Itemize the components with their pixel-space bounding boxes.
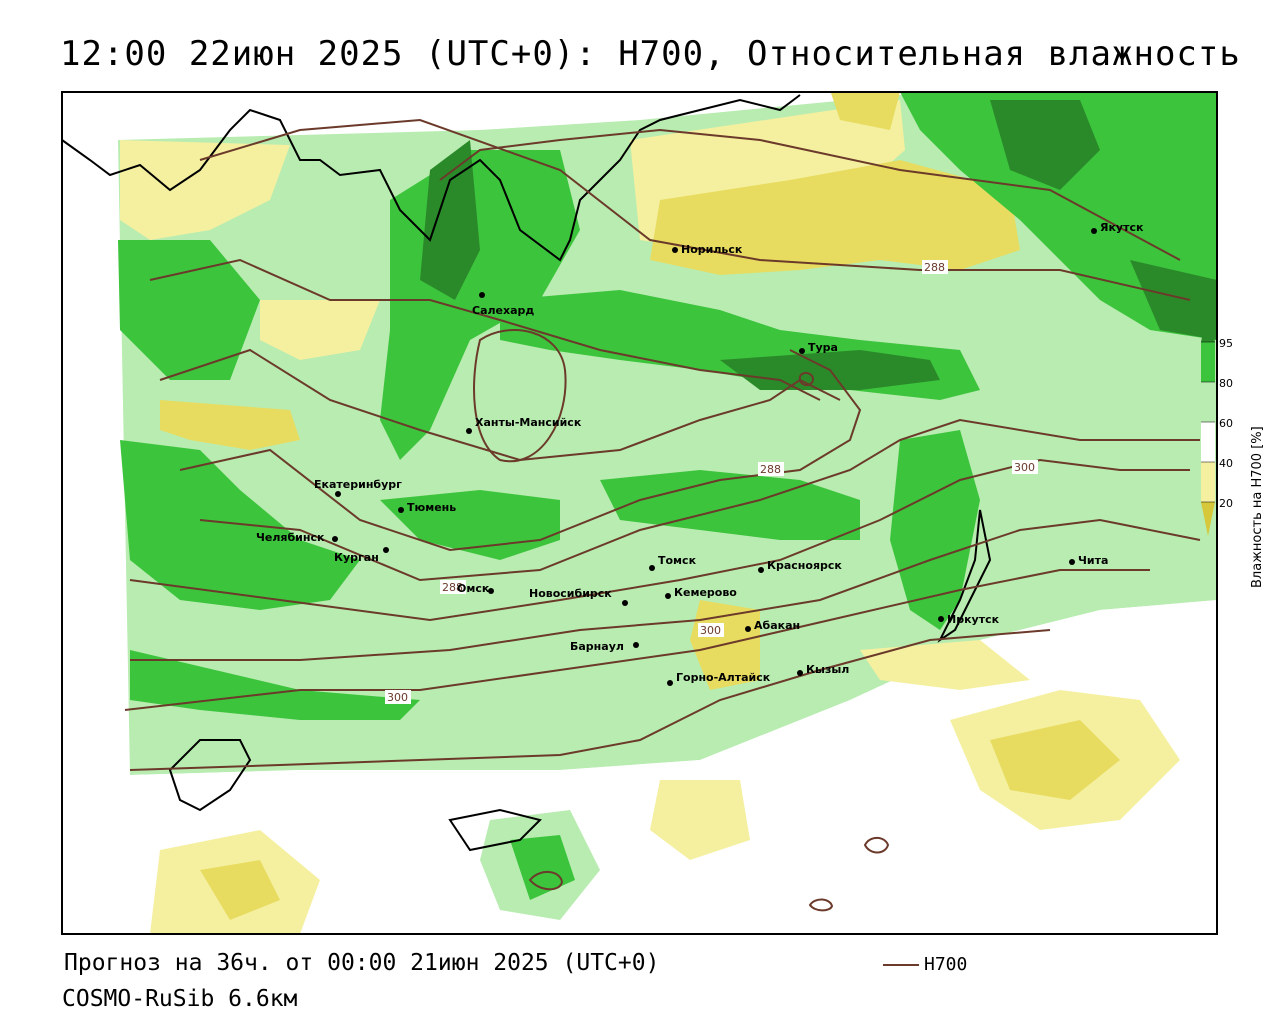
colorbar-band-60 — [1201, 422, 1215, 462]
forecast-info: Прогноз на 36ч. от 00:00 21июн 2025 (UTC… — [64, 950, 660, 976]
city-label-kemerovo: Кемерово — [674, 586, 737, 599]
colorbar-top-triangle — [1201, 308, 1215, 342]
cities: Норильск Якутск Салехард Тура Ханты-Манс… — [256, 221, 1144, 686]
city-marker — [383, 547, 389, 553]
colorbar-title: Влажность на H700 [%] — [1250, 426, 1265, 588]
city-marker — [745, 626, 751, 632]
city-label-irkutsk: Иркутск — [947, 613, 1000, 626]
h700-contours — [124, 118, 1201, 912]
city-marker — [938, 616, 944, 622]
city-label-abakan: Абакан — [754, 619, 800, 632]
city-label-chita: Чита — [1078, 554, 1108, 567]
city-label-khanty-mansiysk: Ханты-Мансийск — [475, 416, 582, 429]
page-title: 12:00 22июн 2025 (UTC+0): H700, Относите… — [60, 34, 1241, 74]
city-label-kyzyl: Кызыл — [806, 663, 849, 676]
colorbar-band-95 — [1201, 342, 1215, 382]
city-label-tomsk: Томск — [658, 554, 697, 567]
h700-legend-line — [883, 964, 919, 966]
city-label-kurgan: Курган — [334, 551, 379, 564]
colorbar: 95 80 60 40 20 Влажность на H700 [%] — [1201, 308, 1265, 588]
contour-label: 288 — [442, 581, 463, 594]
colorbar-band-80 — [1201, 382, 1215, 422]
city-label-omsk: Омск — [457, 582, 490, 595]
colorbar-bottom-triangle — [1201, 502, 1215, 536]
city-marker — [672, 247, 678, 253]
city-label-yakutsk: Якутск — [1100, 221, 1144, 234]
city-label-yekaterinburg: Екатеринбург — [314, 478, 402, 491]
city-marker — [398, 507, 404, 513]
city-label-krasnoyarsk: Красноярск — [767, 559, 842, 572]
colorbar-tick: 60 — [1219, 417, 1233, 430]
city-label-salekhard: Салехард — [472, 304, 534, 317]
city-label-chelyabinsk: Челябинск — [256, 531, 325, 544]
contour-label: 288 — [760, 463, 781, 476]
coastlines — [61, 94, 992, 852]
h700-legend-label: H700 — [924, 954, 968, 975]
city-marker — [1091, 228, 1097, 234]
city-marker — [335, 491, 341, 497]
colorbar-tick: 80 — [1219, 377, 1233, 390]
colorbar-band-40 — [1201, 462, 1215, 502]
contour-label: 288 — [924, 261, 945, 274]
city-marker — [633, 642, 639, 648]
city-marker — [488, 588, 494, 594]
contour-label: 300 — [700, 624, 721, 637]
city-marker — [665, 593, 671, 599]
city-marker — [797, 670, 803, 676]
contour-labels: 288 288 288 300 300 300 — [385, 260, 1038, 704]
city-marker — [622, 600, 628, 606]
city-marker — [799, 348, 805, 354]
city-marker — [479, 292, 485, 298]
city-label-tyumen: Тюмень — [407, 501, 456, 514]
model-name: COSMO-RuSib 6.6км — [62, 986, 298, 1012]
city-label-barnaul: Барнаул — [570, 640, 624, 653]
city-marker — [758, 567, 764, 573]
city-marker — [466, 428, 472, 434]
city-label-novosibirsk: Новосибирск — [529, 587, 612, 600]
city-marker — [667, 680, 673, 686]
map-frame — [61, 91, 1218, 935]
city-marker — [1069, 559, 1075, 565]
city-label-tura: Тура — [808, 341, 838, 354]
city-label-norilsk: Норильск — [681, 243, 743, 256]
city-label-gorno-altaysk: Горно-Алтайск — [676, 671, 771, 684]
humidity-field — [62, 92, 1217, 934]
contour-label: 300 — [1014, 461, 1035, 474]
colorbar-tick: 40 — [1219, 457, 1233, 470]
colorbar-tick: 20 — [1219, 497, 1233, 510]
city-marker — [649, 565, 655, 571]
colorbar-tick: 95 — [1219, 337, 1233, 350]
city-marker — [332, 536, 338, 542]
contour-label: 300 — [387, 691, 408, 704]
